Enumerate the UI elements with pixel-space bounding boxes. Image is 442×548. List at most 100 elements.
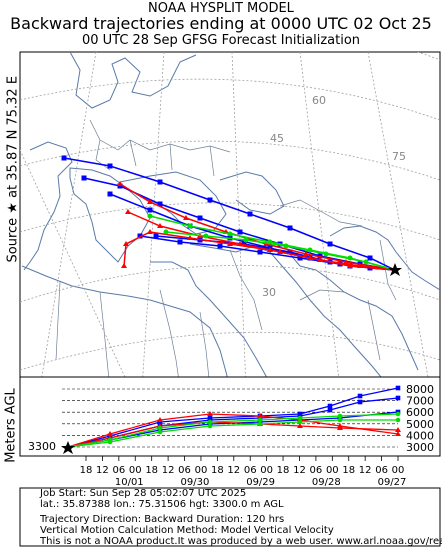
vertical-trajectories — [67, 385, 401, 448]
star-icon — [61, 441, 75, 454]
hour-tick-label: 18 — [277, 465, 290, 476]
hour-tick-label: 06 — [178, 465, 191, 476]
trajectory-marker — [125, 209, 131, 214]
trajectory-marker — [283, 243, 289, 249]
height-tick-label: 6000 — [406, 406, 434, 419]
vertical-trajectory-marker — [157, 417, 163, 422]
vertical-trajectory-marker — [395, 385, 401, 391]
hour-tick-label: 18 — [342, 465, 355, 476]
title-line-2: Backward trajectories ending at 0000 UTC… — [10, 14, 432, 33]
hour-tick-label: 18 — [145, 465, 158, 476]
trajectory-marker — [237, 229, 243, 235]
trajectory-marker — [317, 257, 323, 262]
trajectory-marker — [247, 211, 253, 217]
trajectory-marker — [227, 231, 233, 237]
hour-tick-label: 06 — [112, 465, 125, 476]
hour-tick-label: 00 — [392, 465, 405, 476]
hour-tick-label: 12 — [227, 465, 240, 476]
vertical-trajectory-marker — [357, 393, 363, 399]
trajectory-marker — [347, 263, 353, 268]
vertical-trajectory-marker — [357, 399, 363, 405]
trajectory-marker — [147, 199, 153, 204]
trajectory-marker — [297, 255, 303, 261]
date-tick-label: 09/28 — [312, 477, 341, 488]
vertical-trajectory-marker — [395, 395, 401, 401]
trajectory-marker — [61, 155, 67, 161]
trajectory-marker — [177, 239, 183, 245]
trajectory-marker — [237, 241, 243, 246]
vertical-trajectory-marker — [207, 411, 213, 416]
trajectory-marker — [183, 215, 189, 220]
trajectory-marker — [287, 249, 293, 255]
map-panel: 60 45 30 75 — [19, 51, 441, 389]
hour-tick-label: 00 — [195, 465, 208, 476]
hour-tick-label: 12 — [293, 465, 306, 476]
hour-tick-label: 12 — [162, 465, 175, 476]
trajectory-marker — [317, 253, 323, 259]
trajectory-marker — [343, 259, 349, 264]
lon-label-75: 75 — [392, 150, 406, 163]
trajectory-marker — [257, 249, 263, 255]
trajectory-marker — [303, 251, 309, 256]
date-tick-label: 09/30 — [181, 477, 210, 488]
vertical-trajectory-marker — [337, 417, 343, 423]
lat-label-60: 60 — [312, 94, 326, 107]
trajectory-marker — [277, 249, 283, 254]
trajectory-marker — [207, 197, 213, 203]
coastlines — [21, 52, 440, 388]
job-start: Job Start: Sun Sep 28 05:02:07 UTC 2025 — [40, 488, 247, 499]
trajectory-direction: Trajectory Direction: Backward Duration:… — [40, 514, 285, 525]
graticule — [20, 52, 440, 388]
vertical-trajectory-marker — [297, 423, 303, 428]
source-height-label: 3300 — [28, 440, 56, 453]
hour-tick-label: 06 — [244, 465, 257, 476]
info-frame — [19, 487, 441, 547]
vertical-motion-method: Vertical Motion Calculation Method: Mode… — [40, 525, 334, 536]
vertical-trajectory-marker — [395, 417, 401, 423]
date-tick-label: 10/01 — [115, 477, 144, 488]
trajectory-marker — [163, 229, 169, 235]
trajectory-marker — [243, 237, 249, 243]
vertical-trajectory-path — [67, 419, 398, 448]
trajectory-marker — [117, 181, 123, 186]
vertical-trajectory-marker — [257, 417, 263, 423]
disclaimer: This is not a NOAA product.It was produc… — [40, 536, 442, 547]
vertical-trajectory-marker — [337, 413, 343, 419]
trajectory-marker — [137, 233, 143, 239]
trajectory-marker — [147, 229, 153, 234]
vertical-trajectory-path — [67, 413, 399, 448]
trajectory-marker — [197, 215, 203, 221]
star-icon — [388, 263, 402, 276]
trajectory-marker — [241, 241, 247, 247]
trajectory-marker — [203, 233, 209, 239]
trajectory-marker — [107, 163, 113, 169]
trajectory-marker — [157, 223, 163, 228]
trajectory-marker — [187, 223, 193, 229]
title-line-1: NOAA HYSPLIT MODEL — [148, 1, 294, 16]
trajectory-marker — [217, 243, 223, 249]
vertical-trajectory-marker — [297, 419, 303, 425]
lat-label-30: 30 — [262, 286, 276, 299]
map-frame — [19, 51, 441, 389]
trajectory-marker — [363, 259, 369, 265]
hour-tick-label: 00 — [326, 465, 339, 476]
vertical-trajectory-marker — [327, 407, 333, 413]
vertical-trajectory-marker — [337, 425, 343, 430]
height-tick-label: 5000 — [406, 418, 434, 431]
hour-tick-label: 00 — [129, 465, 142, 476]
trajectory-marker — [357, 263, 363, 268]
hour-tick-label: 00 — [260, 465, 273, 476]
vertical-trajectory-path — [67, 413, 399, 448]
vertical-trajectory-marker — [157, 429, 163, 435]
vertical-trajectory-marker — [395, 427, 401, 432]
vertical-trajectory-marker — [327, 403, 333, 409]
vertical-trajectory-marker — [257, 421, 263, 427]
height-tick-label: 7000 — [406, 395, 434, 408]
trajectory-marker — [153, 233, 159, 239]
trajectory-marker — [147, 213, 153, 219]
time-axis: 18 12 06 00 18 12 06 00 18 12 06 00 18 12 06 00 18 12 06 00… — [80, 456, 406, 488]
trajectory-marker — [327, 241, 333, 247]
vertical-trajectory-marker — [257, 413, 263, 418]
vertical-trajectory-marker — [395, 431, 401, 436]
